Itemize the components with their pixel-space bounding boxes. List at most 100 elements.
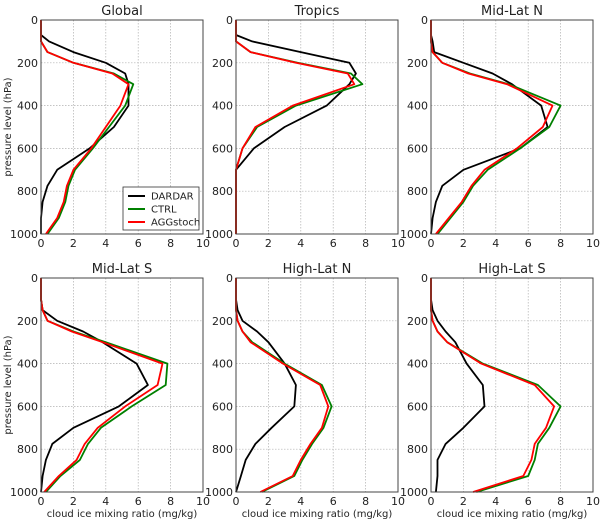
legend-label: DARDAR xyxy=(151,192,194,203)
y-tick-label: 400 xyxy=(407,358,428,371)
series-line-aggstoch xyxy=(235,20,356,234)
y-tick-label: 600 xyxy=(407,400,428,413)
series-line-ctrl xyxy=(430,20,562,235)
x-tick-label: 10 xyxy=(196,237,210,250)
y-tick-label: 800 xyxy=(212,185,233,198)
y-axis-label: pressure level (hPa) xyxy=(3,77,14,176)
panel-mid-lat-s: 0 2 4 6 8 10 0 200 400 600 800 1000 Mid-Lat S pressur… xyxy=(3,262,210,519)
series-line-ctrl xyxy=(40,20,135,235)
x-tick-label: 6 xyxy=(525,495,532,508)
y-tick-label: 1000 xyxy=(205,228,233,241)
y-tick-label: 200 xyxy=(212,57,233,70)
x-tick-label: 0 xyxy=(428,495,435,508)
panel-mid-lat-n: 0 2 4 6 8 10 0 200 400 600 800 1000 Mid-Lat N xyxy=(400,4,600,250)
panel-title: Tropics xyxy=(294,4,340,19)
panel-title: High-Lat N xyxy=(283,262,352,277)
axes-frame xyxy=(235,277,399,493)
legend: DARDAR CTRL AGGstoch xyxy=(122,186,200,231)
y-tick-label: 1000 xyxy=(400,486,428,499)
x-tick-label: 8 xyxy=(557,237,564,250)
y-tick-label: 400 xyxy=(212,100,233,113)
x-tick-label: 4 xyxy=(102,495,109,508)
x-tick-label: 8 xyxy=(167,237,174,250)
x-tick-label: 4 xyxy=(492,495,499,508)
y-tick-label: 0 xyxy=(421,14,428,27)
series-line-ctrl xyxy=(430,278,562,493)
x-tick-label: 10 xyxy=(586,237,600,250)
y-tick-label: 800 xyxy=(407,443,428,456)
series-line-dardar xyxy=(430,278,486,493)
y-tick-label: 200 xyxy=(212,315,233,328)
series-line-dardar xyxy=(430,20,549,235)
x-tick-label: 8 xyxy=(557,495,564,508)
series-line-ctrl xyxy=(235,278,333,493)
y-tick-label: 0 xyxy=(31,272,38,285)
series-line-aggstoch xyxy=(40,20,130,235)
y-tick-label: 1000 xyxy=(10,486,38,499)
panel-title: High-Lat S xyxy=(478,262,545,277)
series-line-aggstoch xyxy=(40,278,164,493)
axes-frame xyxy=(40,277,204,493)
panel-high-lat-s: 0 2 4 6 8 10 0 200 400 600 800 1000 High-Lat S cloud … xyxy=(400,262,600,519)
y-tick-label: 600 xyxy=(407,142,428,155)
x-tick-label: 6 xyxy=(525,237,532,250)
x-axis-label: cloud ice mixing ratio (mg/kg) xyxy=(437,509,588,519)
x-tick-label: 0 xyxy=(38,495,45,508)
x-tick-label: 6 xyxy=(330,237,337,250)
x-tick-label: 10 xyxy=(391,237,405,250)
y-tick-label: 600 xyxy=(212,400,233,413)
y-tick-label: 400 xyxy=(17,358,38,371)
series-line-dardar xyxy=(235,278,297,493)
series-line-dardar xyxy=(40,20,130,234)
axes-frame xyxy=(430,277,594,493)
x-tick-label: 2 xyxy=(70,495,77,508)
panel-title: Mid-Lat N xyxy=(481,4,543,19)
y-tick-label: 0 xyxy=(421,272,428,285)
x-tick-label: 6 xyxy=(135,495,142,508)
y-tick-label: 0 xyxy=(226,272,233,285)
x-tick-label: 10 xyxy=(391,495,405,508)
axes-frame xyxy=(40,19,204,235)
y-tick-label: 1000 xyxy=(400,228,428,241)
y-tick-label: 200 xyxy=(17,57,38,70)
panel-tropics: 0 2 4 6 8 10 0 200 400 600 800 1000 Tropics xyxy=(205,4,405,250)
y-tick-label: 600 xyxy=(212,142,233,155)
axes-frame xyxy=(430,19,594,235)
x-tick-label: 10 xyxy=(196,495,210,508)
x-axis-label: cloud ice mixing ratio (mg/kg) xyxy=(47,509,198,519)
legend-label: AGGstoch xyxy=(151,218,200,229)
x-tick-label: 8 xyxy=(167,495,174,508)
panel-title: Global xyxy=(101,4,142,19)
x-tick-label: 4 xyxy=(297,495,304,508)
series-line-aggstoch xyxy=(235,278,330,493)
x-tick-label: 10 xyxy=(586,495,600,508)
y-tick-label: 0 xyxy=(226,14,233,27)
y-tick-label: 600 xyxy=(17,142,38,155)
y-tick-label: 800 xyxy=(17,185,38,198)
y-tick-label: 800 xyxy=(17,443,38,456)
y-tick-label: 200 xyxy=(407,315,428,328)
y-tick-label: 800 xyxy=(407,185,428,198)
y-tick-label: 600 xyxy=(17,400,38,413)
x-tick-label: 0 xyxy=(38,237,45,250)
x-tick-label: 4 xyxy=(102,237,109,250)
x-tick-label: 6 xyxy=(135,237,142,250)
y-tick-label: 400 xyxy=(17,100,38,113)
legend-label: CTRL xyxy=(151,205,177,216)
x-tick-label: 4 xyxy=(297,237,304,250)
x-tick-label: 0 xyxy=(233,237,240,250)
x-axis-label: cloud ice mixing ratio (mg/kg) xyxy=(242,509,393,519)
y-tick-label: 1000 xyxy=(205,486,233,499)
x-tick-label: 2 xyxy=(70,237,77,250)
y-tick-label: 0 xyxy=(31,14,38,27)
y-tick-label: 800 xyxy=(212,443,233,456)
y-tick-label: 200 xyxy=(17,315,38,328)
series-line-aggstoch xyxy=(430,278,555,493)
axes-frame xyxy=(235,19,399,235)
x-tick-label: 6 xyxy=(330,495,337,508)
y-tick-label: 400 xyxy=(212,358,233,371)
y-tick-label: 200 xyxy=(407,57,428,70)
x-tick-label: 2 xyxy=(265,237,272,250)
y-tick-label: 1000 xyxy=(10,228,38,241)
panel-global: 0 2 4 6 8 10 0 200 400 600 800 1000 Global pressure l… xyxy=(3,4,210,250)
